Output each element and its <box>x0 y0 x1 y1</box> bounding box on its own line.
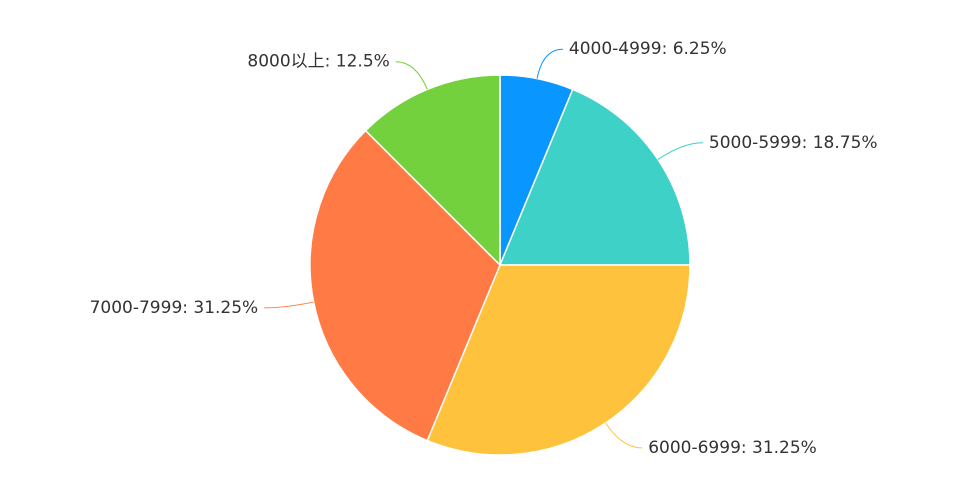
pie-slice <box>309 129 501 442</box>
leader-line <box>395 61 428 90</box>
data-label: 6000-6999: 31.25% <box>648 438 817 458</box>
data-label: 8000以上: 12.5% <box>247 52 389 72</box>
pie-slice <box>364 74 501 267</box>
data-label: 4000-4999: 6.25% <box>569 39 727 59</box>
leader-line <box>264 301 314 309</box>
leader-line <box>605 422 643 449</box>
data-label: 5000-5999: 18.75% <box>709 133 878 153</box>
data-label: 7000-7999: 31.25% <box>90 298 259 318</box>
pie-slice <box>426 264 691 456</box>
leader-line <box>536 48 563 79</box>
leader-line <box>657 142 703 160</box>
